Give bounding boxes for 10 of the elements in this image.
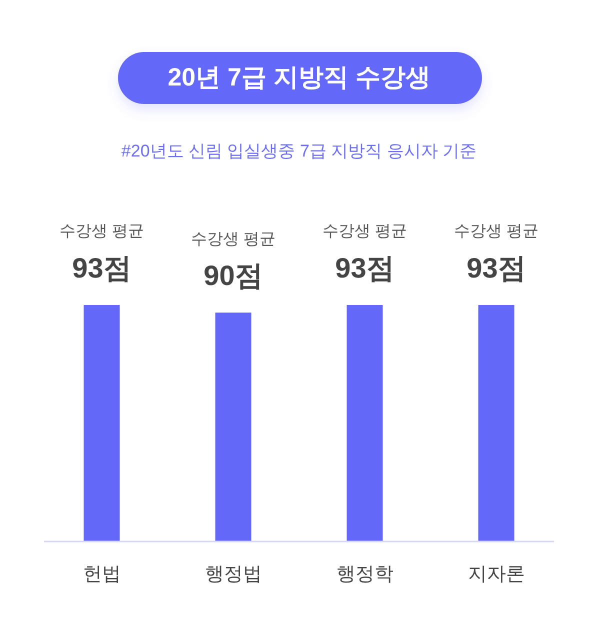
title: 20년 7급 지방직 수강생 [168, 64, 430, 92]
data-label: 수강생 평균 93점 [60, 223, 144, 284]
subtitle: #20년도 신림 입실생중 7급 지방직 응시자 기준 [121, 141, 477, 160]
data-label: 수강생 평균 93점 [454, 223, 538, 284]
category-label: 헌법 [82, 564, 121, 586]
data-label: 수강생 평균 93점 [322, 223, 407, 284]
category-label: 지자론 [468, 564, 525, 586]
data-label: 수강생 평균 90점 [191, 230, 276, 291]
category-label: 행정학 [336, 564, 394, 586]
category-label: 행정법 [204, 564, 262, 586]
